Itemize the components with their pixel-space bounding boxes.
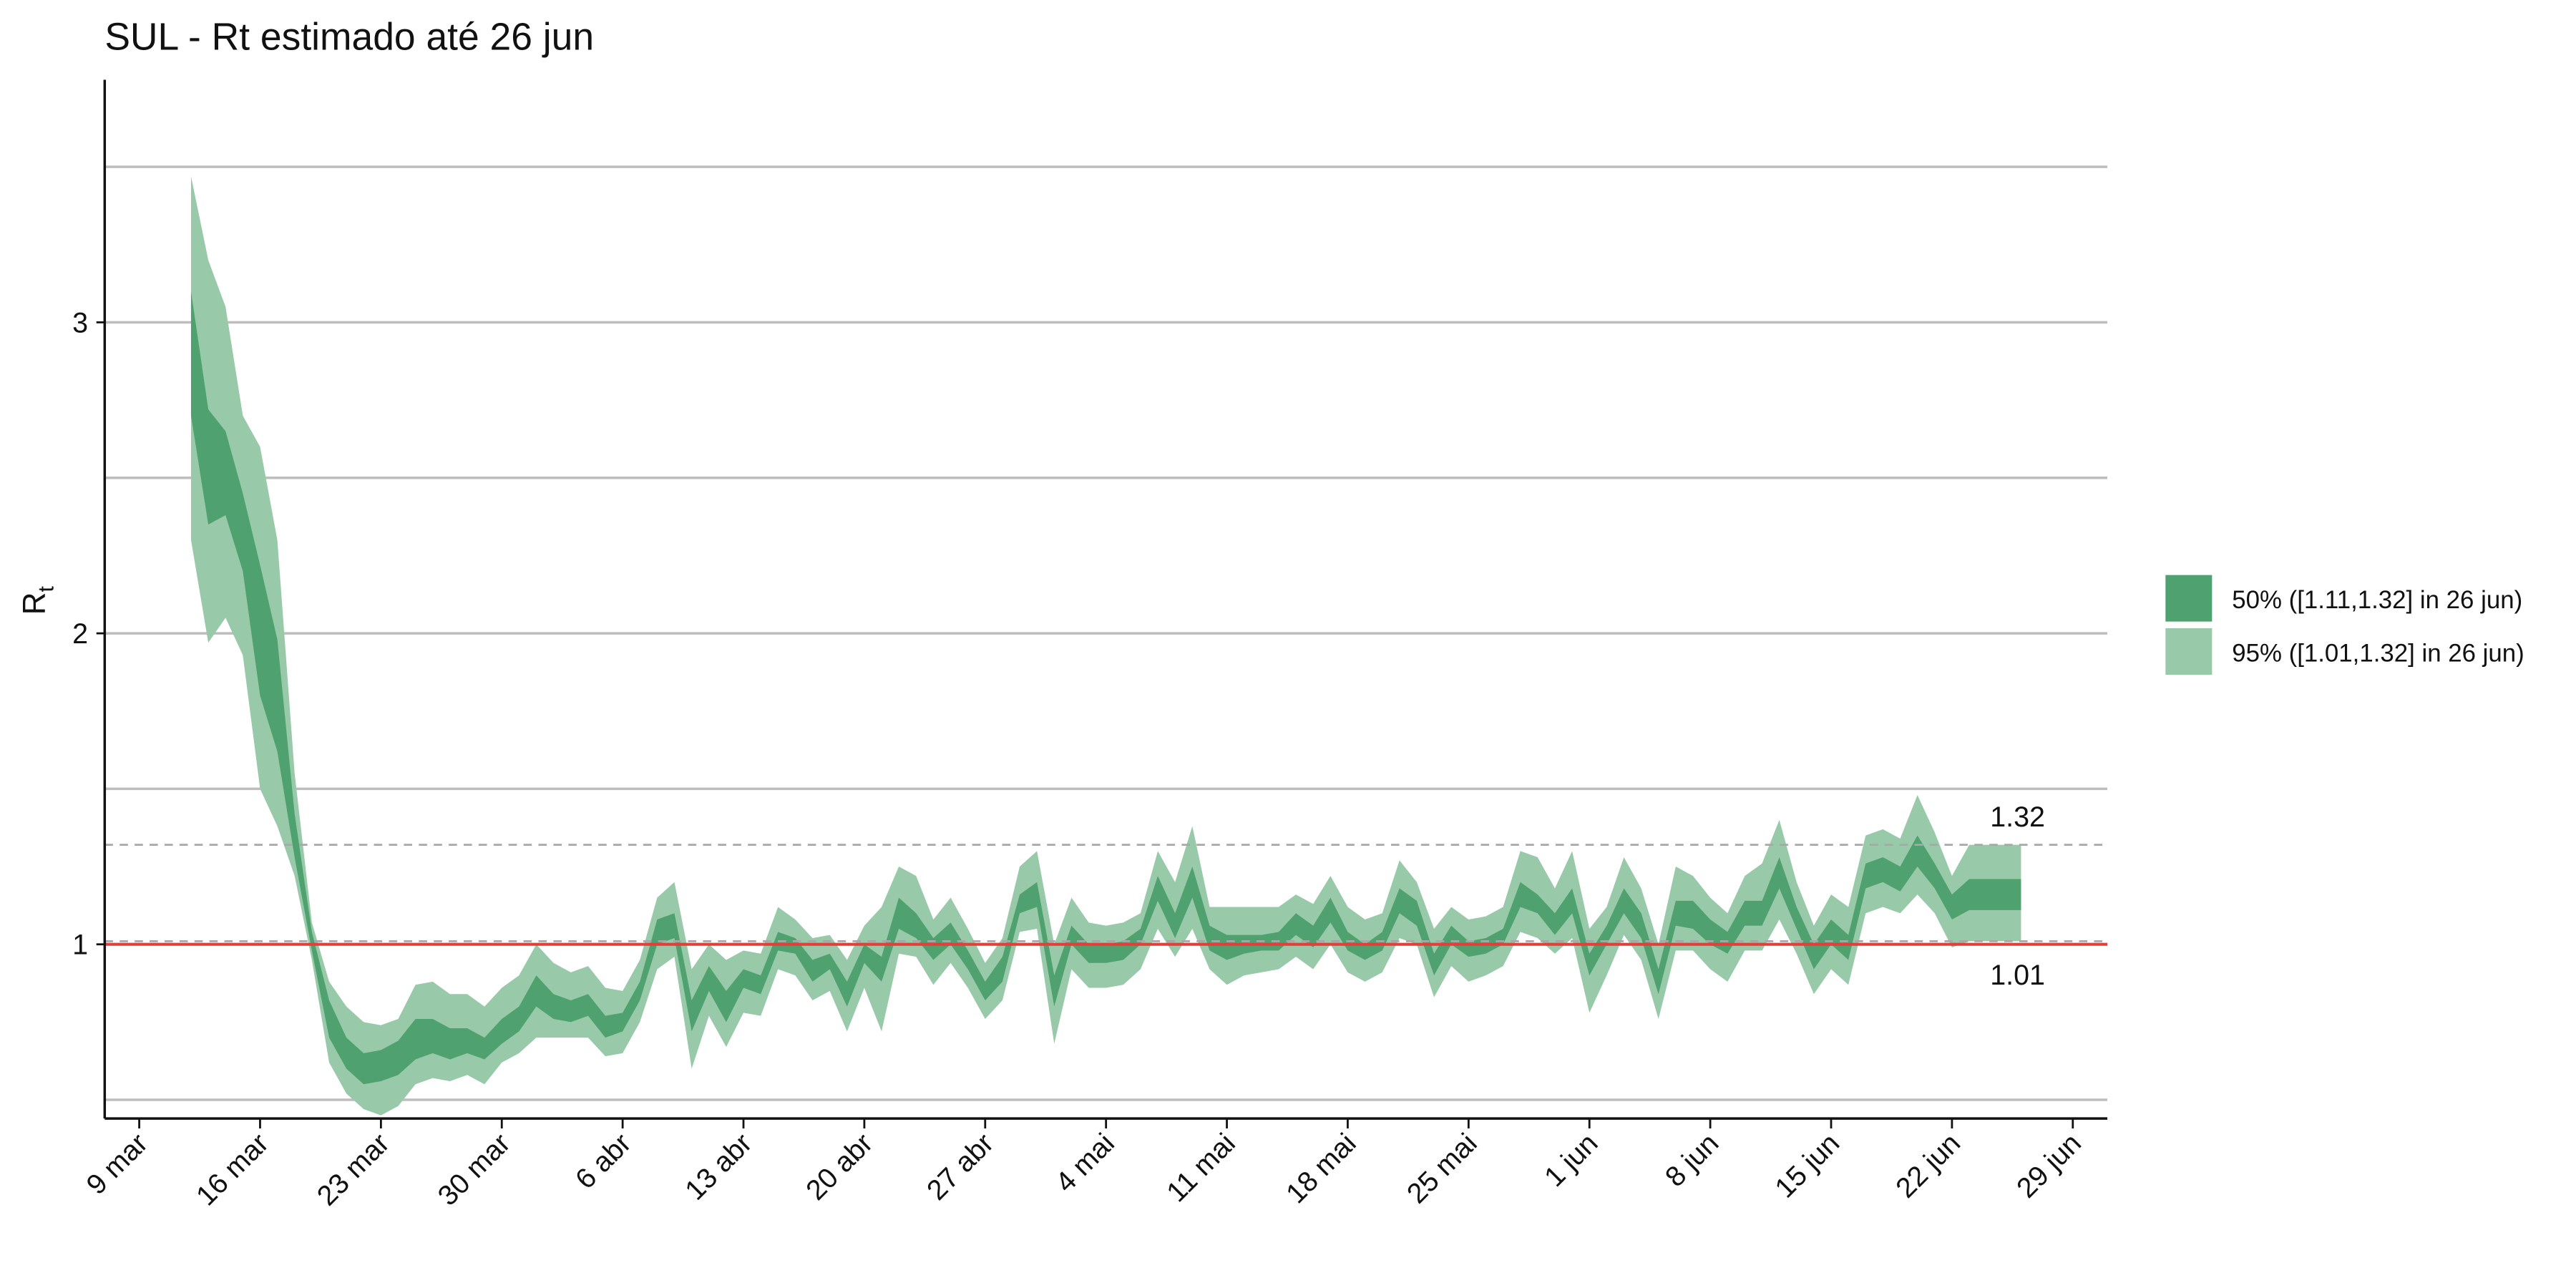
interval-band xyxy=(190,176,2021,1116)
x-tick-label: 15 jun xyxy=(1769,1128,1845,1204)
plot: 1 2 3 1.32 1.01 9 mar 16 mar 23 mar 30 mar 6 abr 1… xyxy=(72,79,2524,1211)
y-axis-label: Rt xyxy=(17,585,59,615)
legend-swatch xyxy=(2165,575,2212,622)
legend-swatch xyxy=(2165,628,2212,675)
legend-label: 50% ([1.11,1.32] in 26 jun) xyxy=(2232,586,2522,614)
reference-label: 1.32 xyxy=(1990,801,2045,833)
x-tick-label: 23 mar xyxy=(311,1128,396,1212)
reference-label: 1.01 xyxy=(1990,960,2045,991)
x-tick-label: 4 mai xyxy=(1050,1128,1121,1199)
x-tick-label: 27 abr xyxy=(921,1128,1000,1206)
x-tick-label: 16 mar xyxy=(190,1128,275,1212)
x-tick-label: 9 mar xyxy=(80,1128,153,1201)
x-tick-label: 18 mai xyxy=(1280,1128,1362,1210)
y-tick-label: 1 xyxy=(72,930,88,961)
legend-label: 95% ([1.01,1.32] in 26 jun) xyxy=(2232,639,2524,667)
x-tick-label: 25 mai xyxy=(1401,1128,1483,1210)
x-tick-label: 11 mai xyxy=(1161,1128,1241,1209)
x-tick-label: 20 abr xyxy=(800,1128,879,1206)
x-tick-label: 8 jun xyxy=(1659,1128,1725,1194)
y-tick-label: 2 xyxy=(72,618,88,650)
y-label-main: R xyxy=(17,592,52,615)
y-label-sub: t xyxy=(34,585,58,592)
x-tick-label: 29 jun xyxy=(2011,1128,2087,1204)
x-tick-label: 1 jun xyxy=(1538,1128,1604,1194)
chart-title: SUL - Rt estimado até 26 jun xyxy=(104,16,594,59)
y-tick-label: 3 xyxy=(72,307,88,338)
x-tick-label: 22 jun xyxy=(1890,1128,1966,1204)
x-tick-label: 30 mar xyxy=(432,1128,517,1212)
x-tick-label: 13 abr xyxy=(679,1128,758,1206)
x-tick-label: 6 abr xyxy=(570,1128,638,1196)
